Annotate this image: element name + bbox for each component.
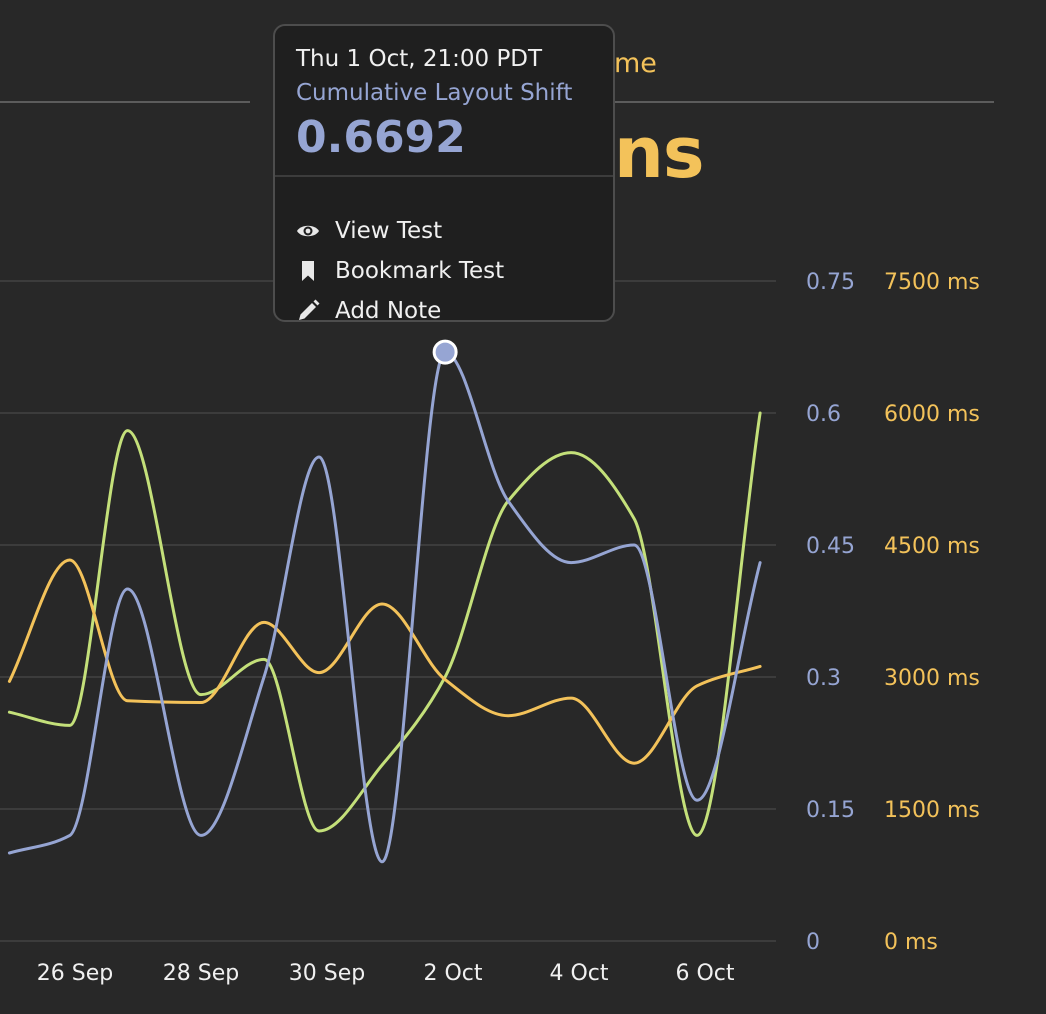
- data-point-tooltip: Thu 1 Oct, 21:00 PDT Cumulative Layout S…: [273, 24, 615, 322]
- right-axis-tick-label: 0 ms: [884, 930, 938, 955]
- series-line-green: [7, 411, 762, 837]
- x-axis-tick-label: 28 Sep: [163, 961, 239, 986]
- x-axis-tick-label: 2 Oct: [423, 961, 482, 986]
- left-axis-tick-label: 0.6: [806, 402, 841, 427]
- left-axis-tick-label: 0.75: [806, 270, 855, 295]
- series-layer: [7, 350, 762, 864]
- right-axis-tick-label: 7500 ms: [884, 270, 980, 295]
- right-axis-tick-label: 3000 ms: [884, 666, 980, 691]
- x-axis-tick-label: 30 Sep: [289, 961, 365, 986]
- x-axis-tick-label: 26 Sep: [37, 961, 113, 986]
- x-axis-tick-label: 6 Oct: [675, 961, 734, 986]
- right-axis-tick-label: 6000 ms: [884, 402, 980, 427]
- add-note-button[interactable]: Add Note: [295, 295, 442, 322]
- right-axis-tick-label: 4500 ms: [884, 534, 980, 559]
- left-axis-tick-label: 0.45: [806, 534, 855, 559]
- pencil-icon: [299, 299, 320, 320]
- header-divider-left: [0, 101, 250, 103]
- view-test-button[interactable]: View Test: [295, 215, 442, 247]
- bookmark-test-button[interactable]: Bookmark Test: [295, 255, 504, 287]
- x-axis-ticks: 26 Sep 28 Sep 30 Sep 2 Oct 4 Oct 6 Oct: [37, 961, 735, 986]
- metric-header-value: ns: [614, 112, 704, 194]
- add-note-label: Add Note: [335, 298, 442, 322]
- view-test-label: View Test: [335, 218, 443, 244]
- x-axis-tick-label: 4 Oct: [549, 961, 608, 986]
- right-axis-ticks: 0 ms 1500 ms 3000 ms 4500 ms 6000 ms 7500 ms: [884, 270, 980, 955]
- metric-header-label: me: [614, 48, 657, 79]
- left-axis-tick-label: 0.3: [806, 666, 841, 691]
- header-divider-right: [612, 101, 994, 103]
- right-axis-tick-label: 1500 ms: [884, 798, 980, 823]
- left-axis-ticks: 0 0.15 0.3 0.45 0.6 0.75: [806, 270, 855, 955]
- left-axis-tick-label: 0: [806, 930, 820, 955]
- tooltip-divider: [275, 175, 613, 177]
- bookmark-test-label: Bookmark Test: [335, 258, 505, 284]
- tooltip-metric-value: 0.6692: [296, 112, 466, 163]
- series-line-ms: [7, 558, 762, 765]
- bookmark-icon: [302, 261, 314, 281]
- left-axis-tick-label: 0.15: [806, 798, 855, 823]
- tooltip-date: Thu 1 Oct, 21:00 PDT: [296, 46, 543, 72]
- series-line-cls: [7, 350, 762, 864]
- highlighted-data-point: [432, 339, 458, 365]
- tooltip-metric-name: Cumulative Layout Shift: [296, 80, 573, 106]
- marker-layer: [432, 339, 458, 365]
- eye-icon: [297, 225, 319, 237]
